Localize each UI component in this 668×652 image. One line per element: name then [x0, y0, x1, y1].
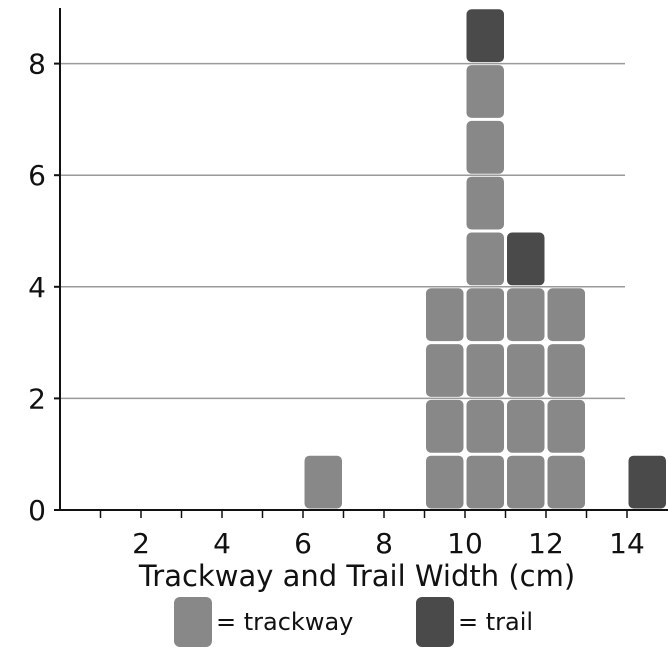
- legend-item-trackway: = trackway: [174, 597, 353, 647]
- y-tick-label: 2: [28, 382, 46, 415]
- x-tick-label: 2: [132, 527, 150, 560]
- x-axis-title: Trackway and Trail Width (cm): [138, 559, 575, 593]
- y-tick-label: 4: [28, 271, 46, 304]
- trackway-block: [466, 65, 504, 118]
- trail-block: [466, 9, 504, 63]
- trackway-block: [466, 120, 504, 174]
- trackway-swatch: [174, 597, 212, 647]
- trackway-block: [466, 288, 504, 342]
- axes: 0 2 4 6 8 2 4 6 8 10 12 14: [28, 8, 668, 560]
- histogram-chart: 0 2 4 6 8 2 4 6 8 10 12 14 Trackway and Trail Width…: [28, 8, 668, 593]
- x-tick-label: 10: [447, 527, 483, 560]
- trail-swatch: [416, 597, 454, 647]
- trackway-block: [547, 288, 585, 342]
- x-tick-label: 14: [609, 527, 645, 560]
- trackway-block: [507, 455, 545, 509]
- grid-lines: [60, 62, 625, 400]
- x-tick-label: 12: [528, 527, 564, 560]
- trackway-block: [426, 399, 464, 453]
- legend-item-trail: = trail: [416, 597, 533, 647]
- trackway-block: [426, 344, 464, 397]
- trackway-block: [507, 288, 545, 342]
- trackway-block: [466, 232, 504, 286]
- y-tick-label: 6: [28, 159, 46, 192]
- trackway-block: [547, 399, 585, 453]
- trackway-block: [547, 344, 585, 397]
- x-tick-label: 8: [375, 527, 393, 560]
- y-tick-label: 8: [28, 48, 46, 81]
- trackway-block: [466, 344, 504, 397]
- legend: = trackway = trail: [140, 597, 600, 647]
- trackway-block: [426, 288, 464, 342]
- legend-label-trail: = trail: [458, 608, 534, 636]
- x-tick-label: 6: [294, 527, 312, 560]
- x-tick-label: 4: [213, 527, 231, 560]
- trackway-block: [304, 455, 342, 509]
- trail-block: [507, 232, 545, 286]
- trackway-block: [466, 455, 504, 509]
- trail-block: [628, 455, 666, 509]
- trackway-block: [466, 399, 504, 453]
- legend-label-trackway: = trackway: [216, 608, 354, 636]
- trackway-block: [507, 399, 545, 453]
- trackway-block: [507, 344, 545, 397]
- y-tick-label: 0: [28, 494, 46, 527]
- trackway-block: [547, 455, 585, 509]
- trackway-block: [466, 176, 504, 230]
- trackway-block: [426, 455, 464, 509]
- bar-blocks: [304, 9, 666, 509]
